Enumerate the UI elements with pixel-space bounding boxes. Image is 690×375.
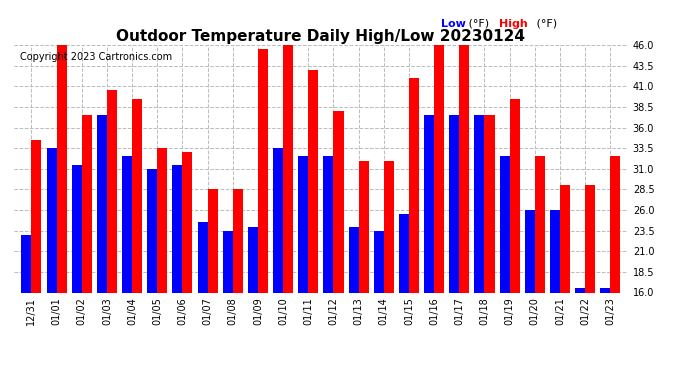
Bar [348,226,359,292]
Bar [132,99,142,292]
Bar [97,115,107,292]
Bar [524,210,535,292]
Bar [46,148,57,292]
Bar [535,156,545,292]
Text: (°F): (°F) [533,19,557,29]
Bar [500,156,510,292]
Bar [258,49,268,292]
Bar [283,45,293,292]
Bar [72,165,81,292]
Bar [374,231,384,292]
Bar [233,189,243,292]
Bar [460,45,469,292]
Bar [424,115,434,292]
Bar [57,45,67,292]
Bar [449,115,460,292]
Bar [21,235,32,292]
Bar [157,148,168,292]
Bar [384,160,394,292]
Bar [359,160,368,292]
Bar [32,140,41,292]
Bar [122,156,132,292]
Bar [434,45,444,292]
Bar [81,115,92,292]
Bar [273,148,283,292]
Bar [550,210,560,292]
Text: Low: Low [441,19,466,29]
Bar [575,288,585,292]
Bar [475,115,484,292]
Title: Outdoor Temperature Daily High/Low 20230124: Outdoor Temperature Daily High/Low 20230… [117,29,525,44]
Bar [484,115,495,292]
Bar [333,111,344,292]
Bar [399,214,409,292]
Bar [560,185,570,292]
Bar [248,226,258,292]
Text: Copyright 2023 Cartronics.com: Copyright 2023 Cartronics.com [20,53,172,62]
Bar [172,165,182,292]
Bar [197,222,208,292]
Bar [585,185,595,292]
Bar [324,156,333,292]
Bar [107,90,117,292]
Text: High: High [499,19,528,29]
Bar [600,288,610,292]
Bar [308,70,318,292]
Bar [409,78,419,292]
Bar [147,169,157,292]
Bar [510,99,520,292]
Bar [223,231,233,292]
Bar [208,189,217,292]
Bar [610,156,620,292]
Bar [298,156,308,292]
Bar [182,152,193,292]
Text: (°F): (°F) [465,19,489,29]
